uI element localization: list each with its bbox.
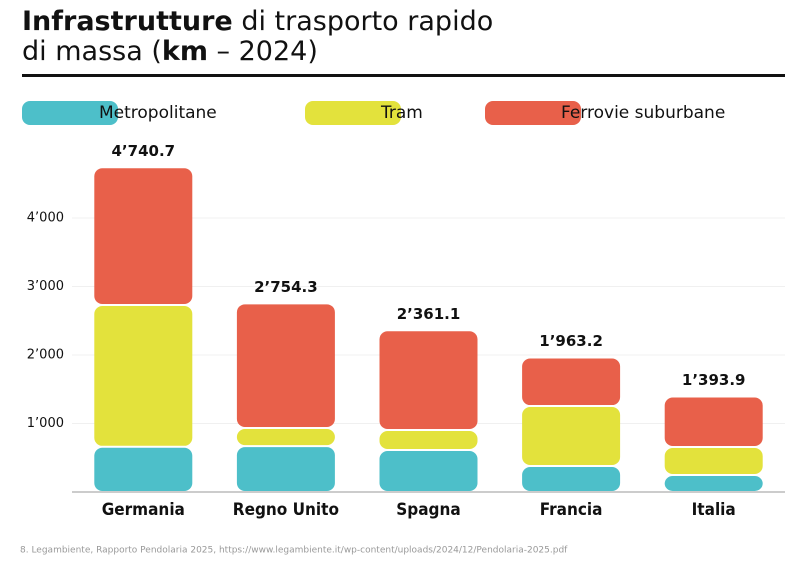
title-part: di massa ( (22, 36, 162, 67)
bar-segment (236, 429, 335, 446)
legend-label: Ferrovie suburbane (561, 103, 725, 123)
total-label: 2’754.3 (254, 278, 318, 296)
x-tick-label: Regno Unito (233, 500, 339, 520)
title-part: – 2024) (208, 36, 318, 67)
chart-title: Infrastrutture di trasporto rapido (22, 6, 493, 37)
title-part: di trasporto rapido (233, 6, 494, 37)
total-label: 4’740.7 (112, 142, 176, 160)
total-label: 1’963.2 (539, 332, 603, 350)
bar-segment (664, 447, 763, 475)
x-tick-label: Francia (540, 500, 603, 520)
bar-segment (236, 447, 335, 491)
bar-segment (664, 476, 763, 491)
bar-segment (522, 466, 621, 491)
y-tick-label: 2’000 (27, 348, 64, 363)
bar-segment (379, 431, 478, 450)
bar-segment (664, 397, 763, 446)
legend-swatch (22, 101, 118, 125)
x-tick-label: Germania (102, 500, 185, 520)
bar-segment (379, 451, 478, 491)
total-label: 2’361.1 (397, 305, 461, 323)
legend-swatch (485, 101, 581, 125)
bar-segment (94, 305, 193, 446)
bar-segment (236, 304, 335, 428)
bar-segment (94, 447, 193, 491)
legend-label: Tram (380, 103, 423, 123)
legend-swatch (305, 101, 401, 125)
title-part: Infrastrutture (22, 6, 233, 37)
chart-title: di massa (km – 2024) (22, 36, 318, 67)
x-tick-label: Spagna (396, 500, 460, 520)
source-note: 8. Legambiente, Rapporto Pendolaria 2025… (20, 546, 568, 556)
total-label: 1’393.9 (682, 371, 746, 389)
bar-segment (522, 407, 621, 465)
y-tick-label: 3’000 (27, 279, 64, 294)
bar-segment (522, 358, 621, 406)
legend-label: Metropolitane (99, 103, 217, 123)
title-rule (22, 74, 785, 77)
title-part: km (162, 36, 208, 67)
x-tick-label: Italia (692, 500, 736, 520)
bar-segment (379, 331, 478, 430)
bar-segment (94, 168, 193, 304)
y-tick-label: 4’000 (27, 211, 64, 226)
y-tick-label: 1’000 (27, 416, 64, 431)
